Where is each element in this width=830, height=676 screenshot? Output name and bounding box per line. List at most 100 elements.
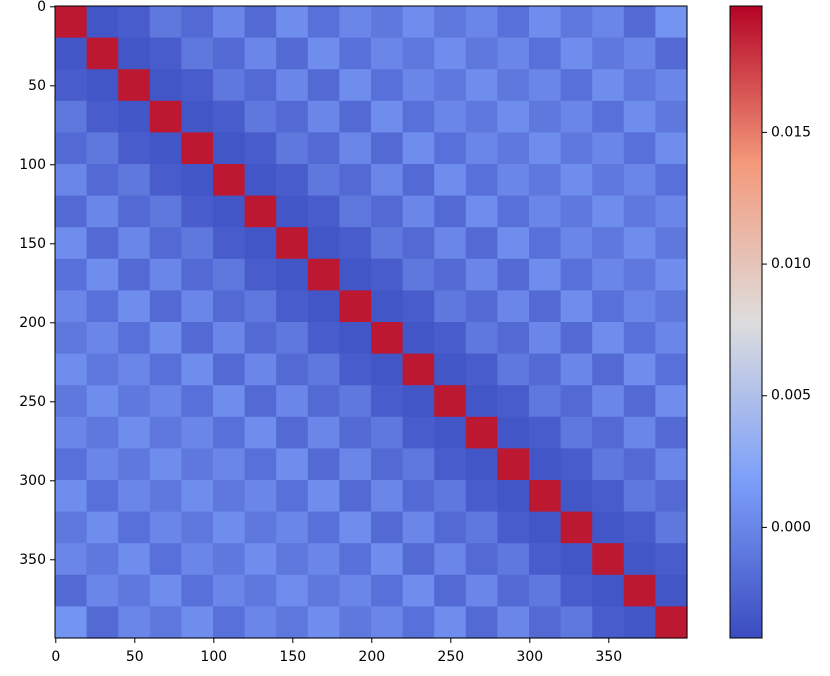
heatmap-cell (402, 448, 435, 481)
heatmap-cell (592, 37, 625, 70)
heatmap-cell (623, 6, 656, 39)
x-tick-label: 150 (279, 649, 306, 665)
heatmap-cell (55, 353, 88, 386)
heatmap-cell (86, 448, 119, 481)
heatmap-cell (529, 385, 562, 418)
heatmap-cell (560, 258, 593, 291)
heatmap-cell (465, 416, 498, 449)
y-tick-label: 350 (19, 552, 46, 568)
heatmap-cell (497, 543, 530, 576)
heatmap-cell (623, 543, 656, 576)
heatmap-cell (465, 290, 498, 323)
heatmap-cell (339, 511, 372, 544)
heatmap-cell (529, 227, 562, 260)
heatmap-cell (244, 574, 277, 607)
heatmap-cell (339, 227, 372, 260)
heatmap-cell (592, 6, 625, 39)
heatmap-cell (149, 164, 182, 197)
heatmap-cell (402, 227, 435, 260)
heatmap-cell (465, 69, 498, 102)
heatmap-cell (497, 511, 530, 544)
heatmap-cell (307, 132, 340, 165)
heatmap-cell (655, 6, 688, 39)
heatmap-cell (149, 195, 182, 228)
heatmap-cell (655, 543, 688, 576)
x-tick-label: 50 (126, 649, 144, 665)
heatmap-cell (529, 6, 562, 39)
heatmap-cell (181, 69, 214, 102)
heatmap-cell (402, 6, 435, 39)
heatmap-cell (434, 69, 467, 102)
y-tick-label: 100 (19, 157, 46, 173)
heatmap-cell (244, 480, 277, 513)
heatmap-cell (307, 416, 340, 449)
heatmap-cell (655, 606, 688, 639)
heatmap-cell (339, 290, 372, 323)
heatmap-cell (465, 258, 498, 291)
heatmap-cell (529, 290, 562, 323)
heatmap-cell (371, 606, 404, 639)
heatmap-cell (307, 574, 340, 607)
heatmap-cell (371, 511, 404, 544)
heatmap-cell (402, 353, 435, 386)
heatmap-cell (149, 385, 182, 418)
heatmap-cell (497, 290, 530, 323)
heatmap-cell (55, 195, 88, 228)
heatmap-cell (434, 37, 467, 70)
heatmap-cell (371, 195, 404, 228)
heatmap-cell (655, 385, 688, 418)
heatmap-cell (244, 322, 277, 355)
heatmap-cell (339, 258, 372, 291)
heatmap-cell (244, 543, 277, 576)
heatmap-cell (371, 100, 404, 133)
heatmap-cell (402, 574, 435, 607)
heatmap-cell (118, 227, 151, 260)
heatmap-cell (244, 290, 277, 323)
heatmap-cell (181, 353, 214, 386)
heatmap-cell (465, 353, 498, 386)
heatmap-cell (118, 480, 151, 513)
heatmap-cell (149, 606, 182, 639)
heatmap-cell (560, 480, 593, 513)
heatmap-cell (529, 416, 562, 449)
heatmap-cell (560, 416, 593, 449)
heatmap-cell (560, 164, 593, 197)
heatmap-cell (434, 164, 467, 197)
heatmap-cell (181, 227, 214, 260)
heatmap-cell (371, 385, 404, 418)
heatmap-cell (592, 543, 625, 576)
heatmap-cell (497, 164, 530, 197)
heatmap-cell (118, 100, 151, 133)
heatmap-cell (592, 164, 625, 197)
heatmap-cell (118, 69, 151, 102)
heatmap-cell (560, 195, 593, 228)
heatmap-cell (655, 511, 688, 544)
heatmap-cell (371, 543, 404, 576)
heatmap-cell (213, 258, 246, 291)
heatmap-cell (55, 6, 88, 39)
heatmap-cell (276, 543, 309, 576)
heatmap-cell (560, 227, 593, 260)
heatmap-cell (497, 195, 530, 228)
heatmap-cell (276, 606, 309, 639)
heatmap-cell (623, 416, 656, 449)
heatmap-cell (55, 322, 88, 355)
heatmap-cell (276, 480, 309, 513)
heatmap-cell (118, 258, 151, 291)
heatmap-cell (55, 258, 88, 291)
heatmap-cell (339, 195, 372, 228)
heatmap-cell (465, 606, 498, 639)
heatmap-cell (339, 448, 372, 481)
heatmap-cell (623, 511, 656, 544)
heatmap-cell (434, 574, 467, 607)
heatmap-cell (465, 227, 498, 260)
heatmap-cell (560, 290, 593, 323)
heatmap-cell (276, 69, 309, 102)
heatmap-cell (244, 606, 277, 639)
heatmap-cell (55, 69, 88, 102)
x-tick-label: 0 (51, 649, 60, 665)
heatmap-cell (339, 606, 372, 639)
heatmap-cell (529, 448, 562, 481)
heatmap-cell (529, 195, 562, 228)
heatmap-cell (213, 164, 246, 197)
